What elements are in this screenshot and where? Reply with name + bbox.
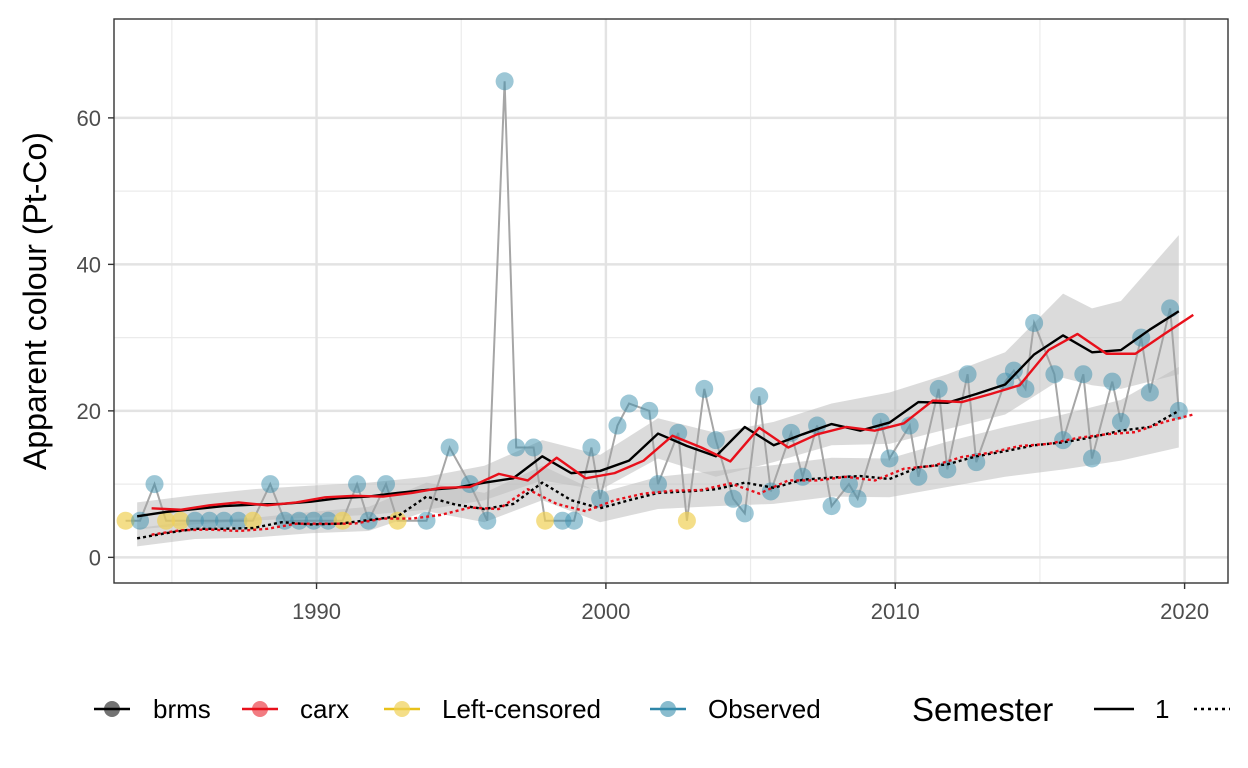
x-tick-label: 1990 — [292, 599, 341, 624]
carx-semester-2-line — [151, 413, 1194, 536]
legend-label-semester-1: 1 — [1155, 694, 1169, 724]
observed-point — [1140, 383, 1159, 402]
observed-point — [229, 511, 248, 530]
observed-point — [1074, 365, 1093, 384]
legend-label-observed: Observed — [708, 694, 821, 724]
legend-item-carx: carx — [242, 694, 349, 724]
legend-title-semester: Semester — [912, 691, 1053, 728]
observed-point — [1169, 401, 1188, 420]
plot-content — [116, 72, 1194, 547]
left-censored-point — [536, 511, 555, 530]
ribbon-semester-2 — [137, 366, 1179, 547]
observed-point — [261, 475, 280, 494]
legend-swatch-brms — [104, 701, 120, 717]
legend-item-semester-1: 1 — [1094, 694, 1169, 724]
plot-border — [113, 18, 1229, 584]
y-tick-label: 20 — [77, 399, 101, 424]
observed-point — [793, 467, 812, 486]
observed-point — [200, 511, 219, 530]
left-censored-point — [116, 511, 135, 530]
observed-point — [1161, 299, 1180, 318]
legend-label-brms: brms — [153, 694, 211, 724]
observed-point — [822, 497, 841, 516]
observed-point — [1083, 449, 1102, 468]
left-censored-point — [157, 511, 176, 530]
observed-point — [929, 379, 948, 398]
observed-point — [290, 511, 309, 530]
legend-label-left-censored: Left-censored — [442, 694, 601, 724]
legend-item-brms: brms — [94, 694, 211, 724]
observed-point — [724, 489, 743, 508]
observed-point — [348, 475, 367, 494]
model-fit-lines — [136, 310, 1194, 540]
y-tick-label: 40 — [77, 252, 101, 277]
data-points — [116, 72, 1188, 530]
observed-point — [440, 438, 459, 457]
y-tick-label: 0 — [89, 545, 101, 570]
brms-semester-2-line — [136, 409, 1180, 540]
x-axis: 1990 2000 2010 2020 — [292, 583, 1209, 624]
y-axis: 0 20 40 60 — [77, 106, 114, 570]
observed-point — [958, 365, 977, 384]
observed-point — [1111, 412, 1130, 431]
observed-point — [620, 394, 639, 413]
legend-swatch-carx — [252, 701, 268, 717]
observed-point — [735, 504, 754, 523]
left-censored-point — [333, 511, 352, 530]
observed-point — [417, 511, 436, 530]
left-censored-point — [388, 511, 407, 530]
carx-semester-1-line — [151, 313, 1194, 511]
legend-item-observed: Observed — [650, 694, 821, 724]
observed-point — [706, 431, 725, 450]
brms-semester-1-line — [136, 310, 1180, 518]
left-censored-point — [171, 511, 190, 530]
observed-point — [1045, 365, 1064, 384]
legend-item-left-censored: Left-censored — [384, 694, 601, 724]
observed-point — [565, 511, 584, 530]
observed-point — [1025, 313, 1044, 332]
observed-point — [648, 475, 667, 494]
observed-point — [1004, 361, 1023, 380]
observed-point — [608, 416, 627, 435]
observed-point — [848, 489, 867, 508]
y-tick-label: 60 — [77, 106, 101, 131]
observed-point — [1016, 379, 1035, 398]
observed-point — [507, 438, 526, 457]
observed-point — [695, 379, 714, 398]
x-tick-label: 2020 — [1160, 599, 1209, 624]
observed-point — [145, 475, 164, 494]
legend-swatch-left-censored — [394, 701, 410, 717]
observed-point — [524, 438, 543, 457]
observed-point — [376, 475, 395, 494]
observed-point — [582, 438, 601, 457]
x-tick-label: 2000 — [581, 599, 630, 624]
legend-swatch-observed — [660, 701, 676, 717]
observed-point — [1103, 372, 1122, 391]
observed-point — [750, 387, 769, 406]
observed-point — [880, 449, 899, 468]
left-censored-point — [677, 511, 696, 530]
observed-point — [839, 475, 858, 494]
observed-point — [591, 489, 610, 508]
legend-label-carx: carx — [300, 694, 349, 724]
y-axis-title: Apparent colour (Pt-Co) — [17, 132, 53, 470]
legend: brms carx Left-censored Observed Semeste… — [94, 691, 1230, 728]
observed-point — [478, 511, 497, 530]
observed-point — [640, 401, 659, 420]
left-censored-point — [243, 511, 262, 530]
x-tick-label: 2010 — [871, 599, 920, 624]
observed-point — [495, 72, 514, 91]
observed-point — [214, 511, 233, 530]
observed-point — [186, 511, 205, 530]
observed-point — [909, 467, 928, 486]
